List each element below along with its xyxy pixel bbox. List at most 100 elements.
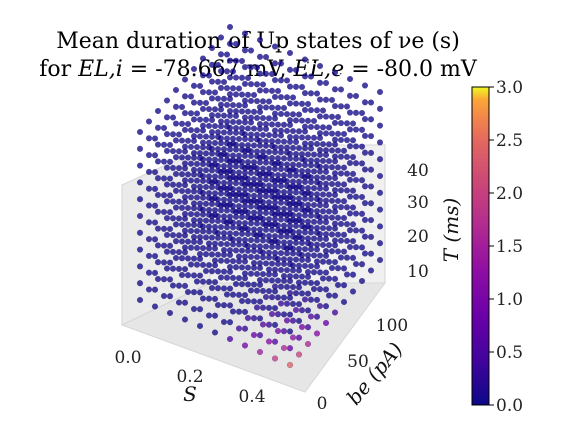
data-point [241,224,249,232]
data-point [295,233,303,241]
data-point [274,227,282,234]
data-point [217,34,225,41]
data-point [241,207,249,215]
data-point [232,180,240,187]
data-point [193,110,201,117]
data-point [367,99,375,106]
data-point [196,306,204,313]
data-point [187,261,195,268]
data-point [286,328,294,335]
data-point [199,261,207,269]
data-point [298,239,306,247]
data-point [331,141,339,148]
data-point [328,231,336,238]
data-point [166,276,174,283]
data-point [337,203,345,211]
x-axis: 0.0 0.2 0.4 S [114,348,265,407]
data-point [154,107,162,115]
data-point [283,250,291,257]
data-point [145,219,153,226]
data-point [322,303,330,310]
data-point [367,250,375,257]
data-point [250,125,258,132]
data-point [205,89,213,96]
data-point [175,148,183,155]
data-point [202,234,210,241]
data-point [277,77,285,84]
data-point [199,72,207,79]
data-point [316,252,324,259]
data-point [298,307,306,314]
colorbar-tick-label: 0.0 [496,396,523,416]
data-point [208,95,216,102]
y-axis-label: be (pA) [342,337,408,409]
data-point [151,219,159,226]
data-point [175,299,183,306]
data-point [235,102,243,109]
data-point [292,306,300,314]
data-point [253,97,261,105]
data-point [289,233,297,240]
data-point [235,190,243,198]
data-point [163,181,171,188]
data-point [151,286,159,293]
data-point [295,300,303,308]
data-point [244,74,252,82]
data-point [241,174,249,181]
data-point [145,252,153,260]
data-point [229,68,237,75]
data-point [232,280,240,288]
data-point [154,208,162,215]
data-point [349,204,357,211]
data-point [178,120,186,127]
data-point [217,207,225,214]
data-point [295,161,303,169]
data-point [184,221,192,228]
data-point [238,163,246,170]
data-point [262,87,270,94]
data-point [250,108,258,115]
data-point [196,322,204,330]
data-point [289,111,297,118]
data-point [340,198,348,205]
data-point [331,225,339,232]
data-point [259,131,267,139]
data-point [226,74,234,81]
data-point [280,260,288,268]
data-point [358,109,366,117]
data-point [307,262,315,270]
data-point [301,296,309,303]
data-point [244,108,252,115]
data-point [268,121,276,128]
colorbar-tick-label: 1.5 [496,237,523,257]
data-point [265,131,273,139]
data-point [169,282,177,289]
data-point [232,163,240,170]
data-point [175,232,183,239]
data-point [340,282,348,289]
data-point [259,254,267,261]
data-point [316,302,324,310]
data-point [214,133,222,141]
data-point [196,205,204,212]
data-point [277,165,285,173]
data-point [241,342,249,349]
data-point [277,149,285,156]
data-point [352,244,360,251]
data-point [238,180,246,187]
data-point [145,135,153,142]
data-point [241,308,249,316]
data-point [220,318,228,326]
data-point [331,119,339,127]
data-point [247,270,255,277]
data-point [214,61,222,69]
data-point [307,123,315,131]
data-point [223,51,231,58]
data-point [340,147,348,154]
data-point [262,142,270,149]
data-point [376,256,384,264]
data-point [190,205,198,212]
data-point [163,265,171,272]
data-point [271,355,279,362]
data-point [250,281,258,288]
